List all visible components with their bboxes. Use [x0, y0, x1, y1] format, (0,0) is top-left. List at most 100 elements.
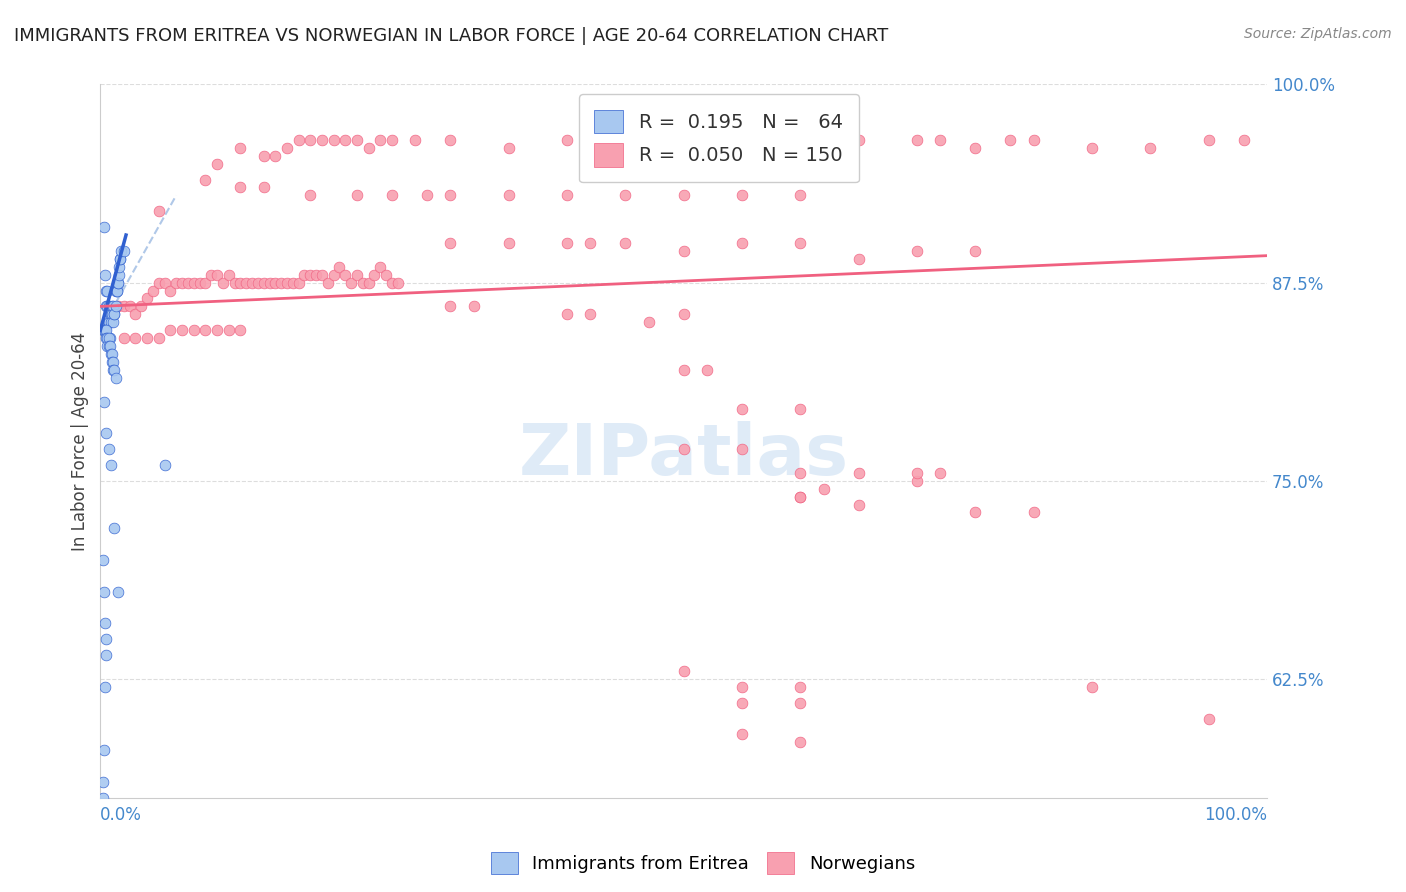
Point: [91, 323, 114, 337]
Point: [177, 276, 200, 290]
Point: [463, 299, 485, 313]
Point: [100, 347, 122, 361]
Point: [136, 331, 159, 345]
Point: [103, 307, 125, 321]
Point: [789, 696, 811, 710]
Point: [316, 276, 339, 290]
Point: [498, 188, 520, 202]
Point: [848, 466, 870, 480]
Point: [97, 339, 120, 353]
Point: [96, 339, 118, 353]
Point: [170, 276, 193, 290]
Point: [94, 616, 117, 631]
Point: [731, 696, 754, 710]
Point: [93, 743, 115, 757]
Point: [205, 157, 228, 171]
Point: [240, 276, 263, 290]
Point: [101, 347, 124, 361]
Point: [104, 284, 127, 298]
Point: [789, 466, 811, 480]
Point: [813, 482, 835, 496]
Point: [153, 276, 176, 290]
Point: [498, 235, 520, 250]
Text: Source: ZipAtlas.com: Source: ZipAtlas.com: [1244, 27, 1392, 41]
Point: [555, 307, 578, 321]
Point: [100, 307, 122, 321]
Point: [103, 363, 125, 377]
Point: [100, 458, 122, 472]
Point: [276, 276, 298, 290]
Point: [299, 188, 322, 202]
Point: [731, 680, 754, 694]
Point: [1081, 680, 1104, 694]
Point: [103, 355, 125, 369]
Point: [103, 363, 125, 377]
Point: [368, 133, 391, 147]
Point: [101, 307, 124, 321]
Point: [929, 466, 952, 480]
Point: [375, 268, 398, 282]
Point: [381, 133, 404, 147]
Point: [789, 490, 811, 504]
Point: [96, 331, 118, 345]
Point: [276, 141, 298, 155]
Point: [789, 490, 811, 504]
Point: [108, 260, 131, 274]
Point: [107, 584, 129, 599]
Point: [789, 402, 811, 417]
Point: [965, 141, 987, 155]
Point: [672, 664, 695, 678]
Point: [100, 315, 122, 329]
Point: [264, 149, 287, 163]
Point: [270, 276, 292, 290]
Point: [439, 188, 461, 202]
Point: [110, 244, 132, 258]
Point: [731, 188, 754, 202]
Point: [183, 323, 205, 337]
Point: [731, 402, 754, 417]
Point: [108, 268, 131, 282]
Point: [1022, 506, 1045, 520]
Point: [299, 268, 322, 282]
Text: 0.0%: 0.0%: [100, 805, 142, 824]
Point: [672, 244, 695, 258]
Point: [253, 149, 276, 163]
Point: [229, 276, 252, 290]
Point: [253, 276, 276, 290]
Point: [229, 323, 252, 337]
Point: [264, 276, 287, 290]
Point: [357, 276, 380, 290]
Point: [194, 276, 217, 290]
Text: IMMIGRANTS FROM ERITREA VS NORWEGIAN IN LABOR FORCE | AGE 20-64 CORRELATION CHAR: IMMIGRANTS FROM ERITREA VS NORWEGIAN IN …: [14, 27, 889, 45]
Point: [104, 370, 127, 384]
Point: [96, 323, 118, 337]
Point: [346, 188, 368, 202]
Point: [107, 299, 129, 313]
Point: [107, 276, 129, 290]
Point: [579, 235, 602, 250]
Point: [322, 133, 344, 147]
Point: [97, 299, 120, 313]
Point: [929, 133, 952, 147]
Point: [555, 235, 578, 250]
Point: [98, 307, 121, 321]
Point: [183, 276, 205, 290]
Point: [96, 299, 118, 313]
Point: [170, 323, 193, 337]
Point: [672, 133, 695, 147]
Point: [335, 268, 357, 282]
Legend: Immigrants from Eritrea, Norwegians: Immigrants from Eritrea, Norwegians: [482, 843, 924, 883]
Point: [253, 180, 276, 194]
Point: [335, 133, 357, 147]
Point: [1198, 712, 1220, 726]
Point: [905, 133, 928, 147]
Point: [136, 292, 159, 306]
Point: [614, 188, 637, 202]
Point: [614, 235, 637, 250]
Point: [1000, 133, 1022, 147]
Point: [439, 133, 461, 147]
Point: [498, 141, 520, 155]
Point: [96, 426, 118, 441]
Point: [91, 775, 114, 789]
Point: [188, 276, 211, 290]
